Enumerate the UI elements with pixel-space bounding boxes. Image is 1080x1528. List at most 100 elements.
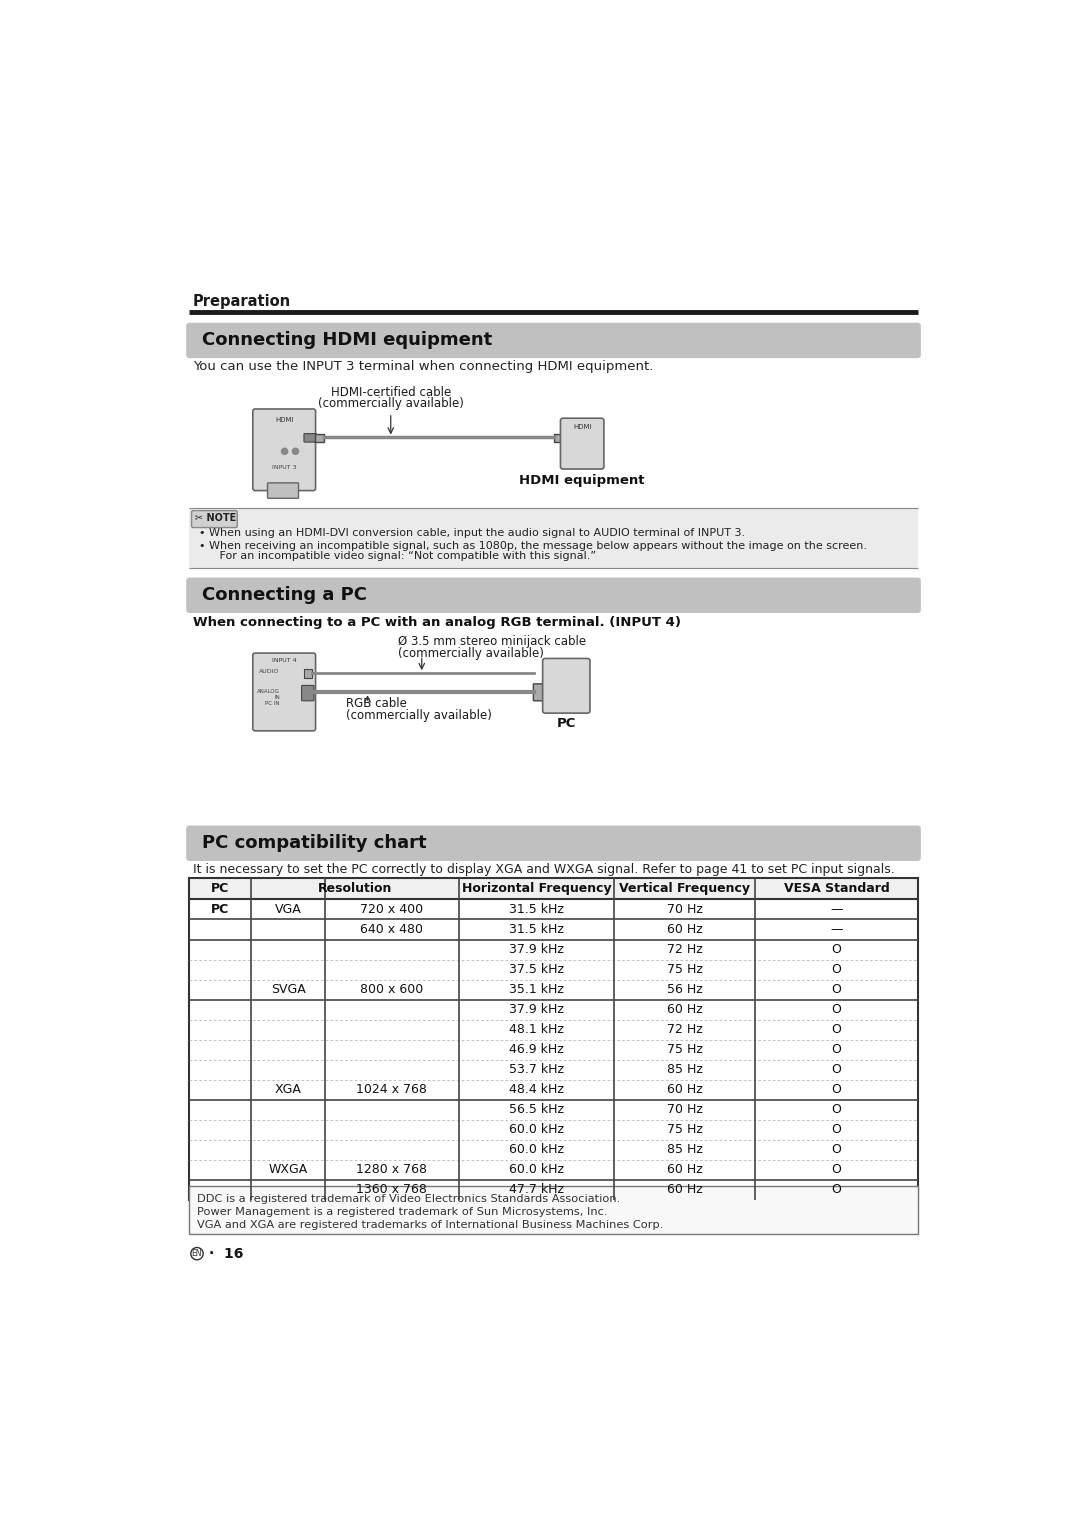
Text: Horizontal Frequency: Horizontal Frequency (461, 882, 611, 895)
Text: 48.4 kHz: 48.4 kHz (509, 1083, 564, 1096)
FancyBboxPatch shape (303, 434, 316, 442)
Bar (303, 669, 312, 678)
Text: RGB cable: RGB cable (346, 697, 407, 711)
Text: 70 Hz: 70 Hz (666, 1103, 702, 1115)
Text: • When using an HDMI-DVI conversion cable, input the audio signal to AUDIO termi: • When using an HDMI-DVI conversion cabl… (199, 529, 745, 538)
Text: O: O (832, 1044, 841, 1056)
FancyBboxPatch shape (186, 578, 921, 613)
Text: DDC is a registered trademark of Video Electronics Standards Association.: DDC is a registered trademark of Video E… (197, 1193, 620, 1204)
Text: For an incompatible video signal: “Not compatible with this signal.”: For an incompatible video signal: “Not c… (208, 552, 596, 561)
Text: ·  16: · 16 (210, 1247, 244, 1261)
Text: 1360 x 768: 1360 x 768 (356, 1183, 428, 1196)
FancyBboxPatch shape (561, 419, 604, 469)
Text: 60 Hz: 60 Hz (666, 1163, 702, 1177)
Text: 60 Hz: 60 Hz (666, 1183, 702, 1196)
Text: 60.0 kHz: 60.0 kHz (509, 1123, 564, 1137)
Text: Power Management is a registered trademark of Sun Microsystems, Inc.: Power Management is a registered tradema… (197, 1207, 607, 1216)
Text: HDMI: HDMI (275, 417, 294, 423)
Bar (189, 879, 918, 900)
Text: When connecting to a PC with an analog RGB terminal. (INPUT 4): When connecting to a PC with an analog R… (193, 616, 681, 630)
Text: PC: PC (211, 882, 229, 895)
Text: 800 x 600: 800 x 600 (361, 983, 423, 996)
Text: O: O (832, 1123, 841, 1137)
FancyBboxPatch shape (253, 410, 315, 490)
Text: SVGA: SVGA (271, 983, 306, 996)
Text: HDMI-certified cable: HDMI-certified cable (330, 387, 450, 399)
Text: 640 x 480: 640 x 480 (361, 923, 423, 937)
Text: 720 x 400: 720 x 400 (361, 903, 423, 915)
Text: O: O (832, 1103, 841, 1115)
Text: 85 Hz: 85 Hz (666, 1063, 702, 1076)
Text: 70 Hz: 70 Hz (666, 903, 702, 915)
FancyBboxPatch shape (314, 434, 324, 442)
Text: 37.9 kHz: 37.9 kHz (509, 943, 564, 957)
FancyBboxPatch shape (186, 825, 921, 860)
Text: 1280 x 768: 1280 x 768 (356, 1163, 428, 1177)
Text: PC: PC (557, 717, 577, 730)
Text: XGA: XGA (274, 1083, 301, 1096)
Text: AUDIO: AUDIO (259, 669, 280, 674)
Text: You can use the INPUT 3 terminal when connecting HDMI equipment.: You can use the INPUT 3 terminal when co… (193, 361, 653, 373)
Bar (189, 1186, 918, 1233)
Text: Connecting a PC: Connecting a PC (202, 587, 367, 604)
Text: Resolution: Resolution (318, 882, 392, 895)
Text: Preparation: Preparation (193, 293, 292, 309)
Text: VESA Standard: VESA Standard (783, 882, 889, 895)
Circle shape (282, 448, 287, 454)
Text: WXGA: WXGA (269, 1163, 308, 1177)
Text: O: O (832, 1063, 841, 1076)
Text: PC compatibility chart: PC compatibility chart (202, 834, 427, 853)
Text: 60 Hz: 60 Hz (666, 1083, 702, 1096)
Text: —: — (831, 923, 842, 937)
Text: Connecting HDMI equipment: Connecting HDMI equipment (202, 332, 492, 350)
Text: ANALOG
IN
PC IN: ANALOG IN PC IN (257, 689, 280, 706)
Text: O: O (832, 1083, 841, 1096)
Text: EN: EN (192, 1250, 202, 1258)
Text: VGA and XGA are registered trademarks of International Business Machines Corp.: VGA and XGA are registered trademarks of… (197, 1219, 663, 1230)
Text: 48.1 kHz: 48.1 kHz (509, 1024, 564, 1036)
Text: 37.5 kHz: 37.5 kHz (509, 963, 564, 976)
Text: (commercially available): (commercially available) (346, 709, 491, 721)
Text: 75 Hz: 75 Hz (666, 1044, 702, 1056)
FancyBboxPatch shape (191, 510, 238, 527)
Text: 53.7 kHz: 53.7 kHz (509, 1063, 564, 1076)
Text: 35.1 kHz: 35.1 kHz (509, 983, 564, 996)
Text: 46.9 kHz: 46.9 kHz (509, 1044, 564, 1056)
Text: 72 Hz: 72 Hz (666, 1024, 702, 1036)
Text: INPUT 4: INPUT 4 (272, 659, 297, 663)
Text: 47.7 kHz: 47.7 kHz (509, 1183, 564, 1196)
Text: HDMI equipment: HDMI equipment (519, 474, 645, 487)
Text: 60.0 kHz: 60.0 kHz (509, 1163, 564, 1177)
Text: O: O (832, 963, 841, 976)
Text: —: — (831, 903, 842, 915)
Circle shape (293, 448, 298, 454)
Text: 75 Hz: 75 Hz (666, 1123, 702, 1137)
Text: 56.5 kHz: 56.5 kHz (509, 1103, 564, 1115)
Text: 31.5 kHz: 31.5 kHz (509, 903, 564, 915)
Text: O: O (832, 943, 841, 957)
Text: 72 Hz: 72 Hz (666, 943, 702, 957)
Text: O: O (832, 1143, 841, 1157)
FancyBboxPatch shape (534, 685, 545, 701)
Text: HDMI: HDMI (572, 425, 592, 431)
Text: 60.0 kHz: 60.0 kHz (509, 1143, 564, 1157)
Text: 75 Hz: 75 Hz (666, 963, 702, 976)
Text: 1024 x 768: 1024 x 768 (356, 1083, 428, 1096)
Text: (commercially available): (commercially available) (399, 646, 544, 660)
Text: INPUT 3: INPUT 3 (272, 465, 297, 471)
Text: O: O (832, 1002, 841, 1016)
Text: • When receiving an incompatible signal, such as 1080p, the message below appear: • When receiving an incompatible signal,… (199, 541, 866, 550)
Text: 31.5 kHz: 31.5 kHz (509, 923, 564, 937)
Text: PC: PC (211, 903, 229, 915)
Text: O: O (832, 1163, 841, 1177)
Text: O: O (832, 1024, 841, 1036)
FancyBboxPatch shape (301, 686, 314, 701)
Text: Vertical Frequency: Vertical Frequency (619, 882, 750, 895)
Text: VGA: VGA (274, 903, 301, 915)
Text: O: O (832, 1183, 841, 1196)
FancyBboxPatch shape (268, 483, 298, 498)
Text: 56 Hz: 56 Hz (666, 983, 702, 996)
Text: 60 Hz: 60 Hz (666, 1002, 702, 1016)
FancyBboxPatch shape (186, 322, 921, 358)
Text: 60 Hz: 60 Hz (666, 923, 702, 937)
